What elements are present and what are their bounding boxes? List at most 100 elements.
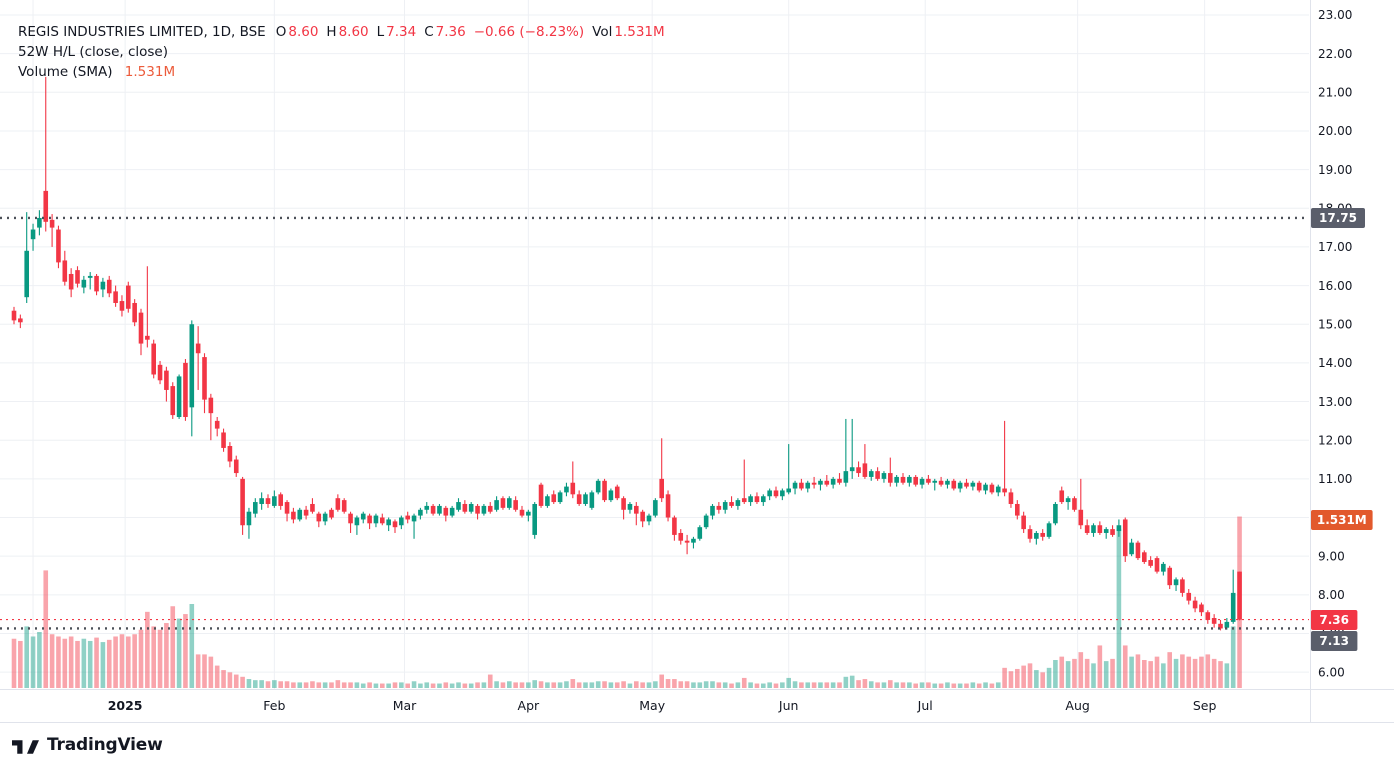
price-chart-canvas[interactable]: 23.0022.0021.0020.0019.0018.0017.0016.00… bbox=[0, 0, 1394, 723]
volume-bar bbox=[500, 682, 506, 688]
candle-body bbox=[1135, 542, 1141, 559]
volume-bar bbox=[513, 682, 518, 688]
volume-bar bbox=[481, 682, 487, 688]
price-axis-label: 16.00 bbox=[1318, 279, 1352, 293]
candle-body bbox=[100, 281, 106, 290]
candle-body bbox=[1015, 503, 1020, 516]
candle-body bbox=[284, 502, 290, 514]
price-axis-label: 8.00 bbox=[1318, 588, 1345, 602]
time-axis-label: Sep bbox=[1193, 698, 1217, 713]
candle-body bbox=[976, 482, 982, 491]
candle-body bbox=[697, 527, 703, 539]
volume-bar bbox=[405, 683, 410, 688]
candle-body bbox=[856, 467, 861, 474]
volume-bar bbox=[259, 680, 264, 688]
volume-bar bbox=[265, 681, 271, 688]
volume-bar bbox=[189, 604, 195, 688]
candle-body bbox=[37, 217, 42, 228]
candle-body bbox=[424, 505, 430, 510]
candle-body bbox=[799, 482, 804, 489]
volume-bar bbox=[208, 656, 214, 688]
volume-bar bbox=[487, 674, 493, 688]
volume-bar bbox=[449, 683, 455, 688]
candle-body bbox=[545, 496, 550, 506]
volume-bar bbox=[291, 682, 296, 688]
candle-body bbox=[392, 521, 398, 528]
volume-bar bbox=[926, 682, 931, 688]
tradingview-logo-link[interactable]: TradingView bbox=[12, 735, 163, 755]
volume-bar bbox=[799, 682, 804, 688]
candle-body bbox=[1173, 579, 1179, 586]
candle-body bbox=[627, 503, 633, 510]
candle-body bbox=[741, 498, 747, 503]
price-axis-label: 20.00 bbox=[1318, 124, 1352, 138]
close-value: 7.36 bbox=[435, 24, 466, 40]
candle-body bbox=[1154, 558, 1160, 572]
volume-bar bbox=[392, 682, 398, 688]
time-axis[interactable] bbox=[0, 689, 1394, 723]
volume-bar bbox=[614, 682, 620, 688]
candle-body bbox=[1091, 525, 1096, 533]
price-badge bbox=[1311, 631, 1358, 651]
candle-body bbox=[608, 490, 614, 501]
volume-bar bbox=[1078, 652, 1084, 688]
volume-bar bbox=[316, 682, 322, 688]
volume-bar bbox=[1230, 626, 1236, 688]
volume-bar bbox=[468, 683, 474, 688]
candle-body bbox=[837, 478, 842, 483]
candle-body bbox=[1161, 563, 1166, 572]
candle-body bbox=[830, 478, 836, 485]
price-badge-text: 17.75 bbox=[1319, 211, 1357, 225]
volume-bar bbox=[805, 682, 811, 688]
volume-bar bbox=[557, 682, 563, 688]
candle-body bbox=[1097, 525, 1103, 533]
volume-bar bbox=[418, 683, 423, 688]
candle-body bbox=[189, 324, 195, 408]
candle-body bbox=[265, 498, 271, 504]
volume-bar bbox=[1218, 661, 1223, 688]
volume-bar bbox=[1161, 663, 1166, 688]
volume-bar bbox=[278, 681, 283, 688]
volume-bar bbox=[151, 626, 156, 688]
candle-body bbox=[576, 494, 582, 504]
volume-bar bbox=[1211, 658, 1217, 688]
candle-body bbox=[729, 502, 734, 506]
volume-bar bbox=[430, 683, 436, 688]
volume-bar bbox=[849, 675, 855, 688]
volume-bar bbox=[735, 682, 741, 688]
price-axis-label: 6.00 bbox=[1318, 665, 1345, 679]
price-badge bbox=[1311, 510, 1373, 530]
price-axis[interactable] bbox=[1310, 0, 1394, 689]
candle-body bbox=[113, 291, 118, 303]
candle-body bbox=[843, 471, 849, 483]
candle-body bbox=[430, 505, 436, 514]
indicator-row-52w-hl[interactable]: 52W H/L (close, close) bbox=[18, 42, 673, 62]
candle-body bbox=[684, 540, 690, 543]
candle-body bbox=[354, 517, 360, 526]
candle-body bbox=[951, 480, 957, 489]
high-label: H bbox=[326, 24, 337, 40]
candle-body bbox=[164, 370, 169, 390]
volume-bar bbox=[678, 681, 684, 688]
volume-bar bbox=[716, 682, 722, 688]
indicator-row-volume[interactable]: Volume (SMA) 1.531M bbox=[18, 62, 673, 82]
candle-body bbox=[500, 498, 506, 508]
candle-body bbox=[995, 486, 1001, 493]
volume-bar bbox=[164, 623, 169, 688]
volume-bar bbox=[761, 683, 766, 688]
chart-pane[interactable] bbox=[0, 0, 1310, 689]
volume-bar bbox=[1097, 645, 1103, 688]
candle-body bbox=[513, 500, 518, 510]
candle-body bbox=[278, 494, 283, 506]
candle-body bbox=[202, 357, 207, 400]
candle-body bbox=[367, 515, 372, 524]
candle-body bbox=[151, 343, 156, 375]
symbol-ohlc-row[interactable]: REGIS INDUSTRIES LIMITED, 1D, BSE O 8.60 H 8… bbox=[18, 22, 673, 42]
volume-bar bbox=[837, 682, 842, 688]
candle-body bbox=[1224, 621, 1230, 628]
volume-bar bbox=[246, 679, 252, 688]
tradingview-brand-text: TradingView bbox=[47, 735, 163, 755]
volume-bar bbox=[443, 682, 449, 688]
volume-bar bbox=[545, 682, 550, 688]
